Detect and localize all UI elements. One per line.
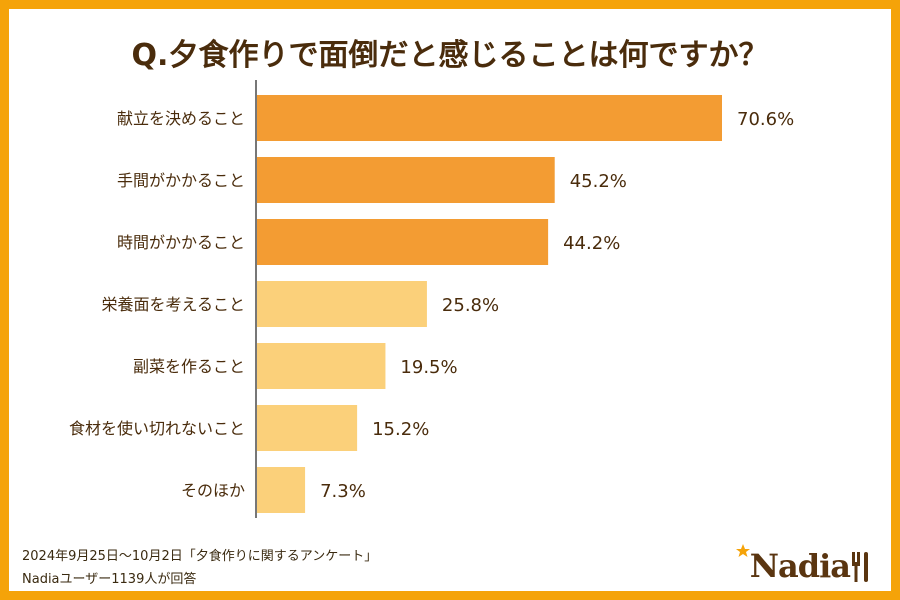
footer-survey-period: 2024年9月25日〜10月2日「夕食作りに関するアンケート」 [22, 549, 378, 564]
logo-text: Nadia [749, 547, 851, 585]
nadia-logo: Nadia [735, 540, 872, 585]
bar [257, 343, 386, 389]
value-label: 44.2% [563, 233, 620, 254]
category-label: 副菜を作ること [133, 357, 245, 376]
bar [257, 467, 306, 513]
star-icon [735, 544, 750, 557]
footer-respondents: Nadiaユーザー1139人が回答 [22, 572, 197, 587]
bar [257, 281, 427, 327]
chart-title: Q.夕食作りで面倒だと感じることは何ですか？ [131, 38, 769, 73]
bar [257, 95, 722, 141]
category-label: 手間がかかること [117, 171, 245, 190]
value-label: 7.3% [320, 481, 366, 502]
category-label: そのほか [181, 481, 245, 500]
bar [257, 405, 358, 451]
category-label: 献立を決めること [117, 109, 245, 128]
value-label: 25.8% [442, 295, 499, 316]
bar [257, 219, 549, 265]
category-label: 時間がかかること [117, 233, 245, 252]
value-label: 45.2% [570, 171, 627, 192]
fork-icon [852, 552, 868, 582]
value-label: 70.6% [737, 109, 794, 130]
bar [257, 157, 555, 203]
category-label: 栄養面を考えること [101, 295, 245, 314]
value-label: 19.5% [400, 357, 457, 378]
value-label: 15.2% [372, 419, 429, 440]
category-label: 食材を使い切れないこと [69, 419, 245, 438]
